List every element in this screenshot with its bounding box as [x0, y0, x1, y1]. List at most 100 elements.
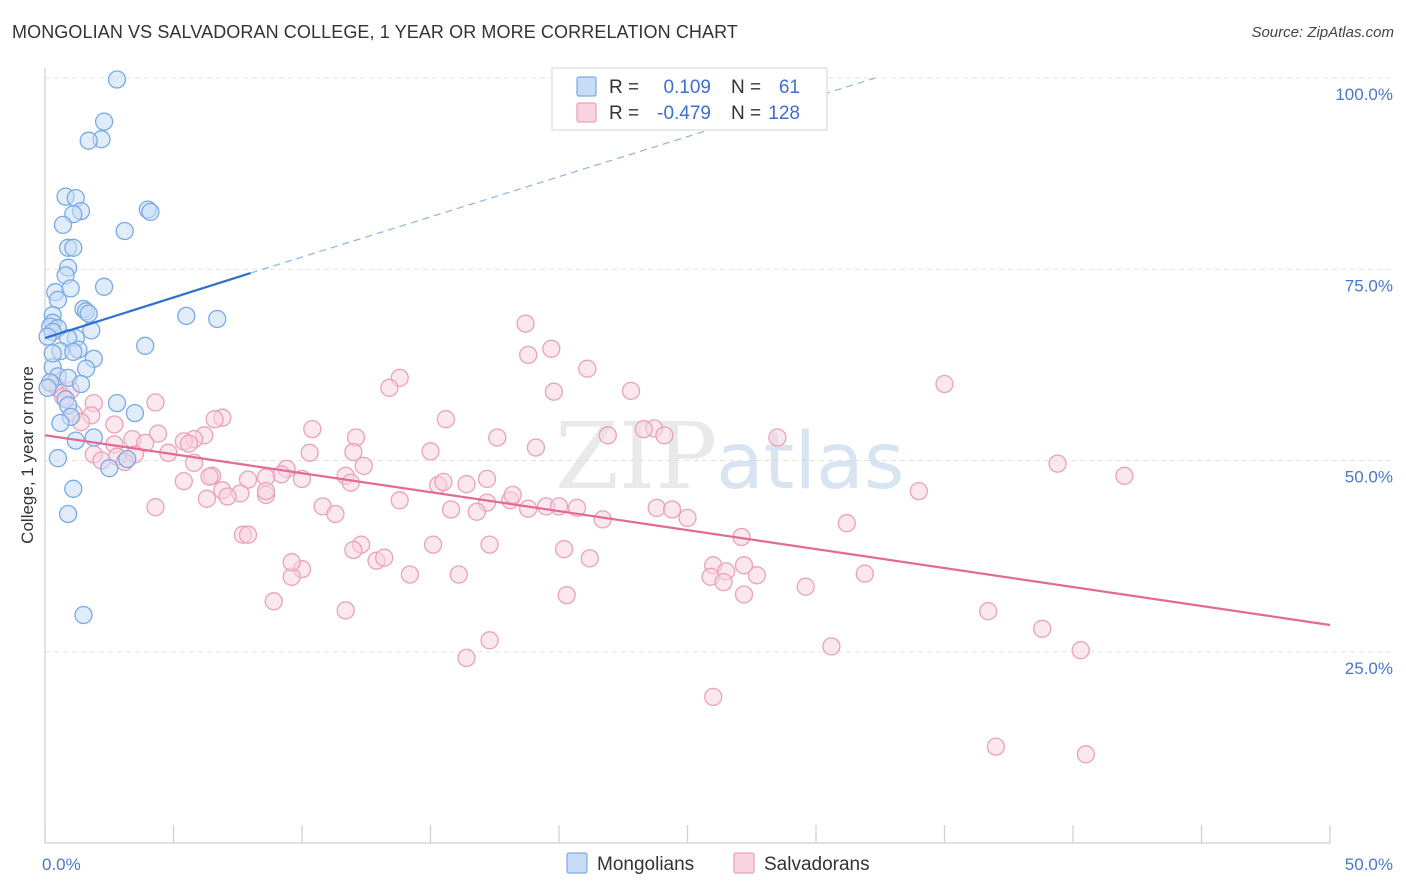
- legend-n-value-mongolians: 61: [779, 77, 800, 98]
- mongolians-point: [64, 238, 83, 257]
- salvadorans-point: [477, 469, 497, 489]
- salvadorans-point: [136, 433, 155, 453]
- salvadorans-point: [503, 485, 522, 505]
- mongolians-point: [118, 449, 137, 469]
- salvadorans-point: [747, 566, 767, 585]
- mongolians-point: [115, 221, 134, 241]
- salvadorans-point: [344, 540, 363, 560]
- salvadorans-point: [380, 378, 399, 397]
- salvadorans-point: [519, 345, 538, 365]
- salvadorans-point: [200, 467, 219, 486]
- legend-n-label-salvadorans: N =: [731, 103, 761, 124]
- salvadorans-point: [375, 548, 394, 567]
- bottom-legend-label-salvadorans: Salvadorans: [764, 854, 870, 875]
- mongolians-point: [107, 70, 127, 89]
- salvadorans-point: [734, 556, 754, 575]
- mongolians-point: [51, 413, 70, 433]
- salvadorans-point: [768, 428, 787, 447]
- salvadorans-point: [714, 572, 733, 592]
- salvadorans-point: [174, 472, 193, 491]
- salvadorans-point: [146, 393, 165, 412]
- salvadorans-point: [146, 498, 165, 517]
- mongolians-point: [125, 403, 145, 423]
- salvadorans-point: [796, 577, 815, 596]
- bottom-legend-swatch-mongolians: [566, 852, 588, 874]
- salvadorans-point: [822, 637, 841, 656]
- watermark-zip: ZIP: [555, 403, 717, 510]
- salvadorans-trend-line: [44, 434, 1331, 627]
- mongolians-point: [79, 304, 98, 323]
- mongolians-point: [48, 449, 68, 468]
- mongolians-point: [71, 374, 91, 394]
- salvadorans-point: [480, 535, 499, 554]
- salvadorans-point: [457, 475, 476, 494]
- salvadorans-point: [544, 382, 564, 401]
- mongolians-point: [82, 321, 101, 340]
- salvadorans-point: [354, 456, 373, 476]
- salvadorans-point: [578, 359, 597, 378]
- legend-r-label-salvadorans: R =: [609, 103, 639, 124]
- mongolians-trend-line: [44, 272, 251, 340]
- mongolians-point: [38, 378, 57, 397]
- salvadorans-point: [179, 434, 199, 453]
- mongolians-point: [136, 336, 155, 355]
- salvadorans-point: [421, 442, 440, 461]
- salvadorans-point: [1033, 619, 1052, 638]
- mongolians-point: [141, 202, 160, 222]
- salvadorans-point: [1115, 466, 1134, 485]
- salvadorans-point: [935, 374, 954, 394]
- axes: [44, 68, 1331, 844]
- salvadorans-point: [282, 553, 301, 572]
- salvadorans-point: [909, 481, 928, 501]
- salvadorans-point: [264, 592, 283, 611]
- mongolians-point: [43, 344, 62, 363]
- salvadorans-point: [678, 508, 697, 528]
- salvadorans-point: [467, 502, 486, 521]
- salvadorans-point: [300, 443, 319, 462]
- legend-r-value-mongolians: 0.109: [663, 77, 711, 98]
- watermark-atlas: atlas: [716, 417, 905, 507]
- salvadorans-point: [655, 426, 674, 445]
- salvadorans-point: [734, 585, 754, 604]
- salvadorans-point: [256, 481, 276, 501]
- salvadorans-point: [434, 472, 453, 492]
- salvadorans-point: [449, 565, 468, 584]
- mongolians-point: [94, 112, 114, 131]
- legend-swatch-salvadorans: [576, 102, 597, 123]
- salvadorans-point: [457, 648, 476, 668]
- bottom-legend-label-mongolians: Mongolians: [597, 854, 694, 875]
- salvadorans-point: [979, 602, 998, 621]
- salvadorans-point: [526, 438, 546, 457]
- salvadorans-point: [1076, 745, 1096, 764]
- salvadorans-point: [341, 473, 360, 492]
- salvadorans-point: [436, 410, 456, 429]
- y-tick-label: 50.0%: [1345, 468, 1393, 487]
- mongolians-point: [61, 279, 80, 298]
- salvadorans-point: [598, 426, 617, 445]
- mongolians-point: [107, 393, 127, 413]
- mongolians-point: [94, 277, 114, 296]
- salvadorans-point: [557, 585, 576, 605]
- legend-n-label-mongolians: N =: [731, 77, 761, 98]
- y-axis-title: College, 1 year or more: [18, 366, 37, 544]
- legend-r-value-salvadorans: -0.479: [657, 103, 711, 124]
- salvadorans-point: [400, 565, 420, 584]
- salvadorans-point: [662, 500, 682, 519]
- legend-n-value-salvadorans: 128: [768, 103, 800, 124]
- mongolians-point: [74, 605, 93, 625]
- salvadorans-point: [542, 339, 561, 358]
- salvadorans-point: [344, 442, 363, 462]
- salvadorans-point: [105, 415, 124, 434]
- tick-labels: 25.0% 50.0% 75.0% 100.0% 0.0% 50.0%: [42, 85, 1393, 874]
- salvadorans-point: [554, 540, 574, 559]
- mongolians-point: [177, 306, 196, 326]
- salvadorans-point: [423, 535, 443, 554]
- y-tick-label: 75.0%: [1345, 276, 1393, 295]
- salvadorans-point: [390, 491, 409, 510]
- salvadorans-point: [519, 499, 538, 518]
- bottom-legend-swatch-salvadorans: [733, 852, 755, 874]
- salvadorans-point: [148, 424, 168, 443]
- y-tick-label: 100.0%: [1335, 85, 1393, 104]
- salvadorans-point: [516, 314, 535, 333]
- salvadorans-point: [704, 687, 723, 707]
